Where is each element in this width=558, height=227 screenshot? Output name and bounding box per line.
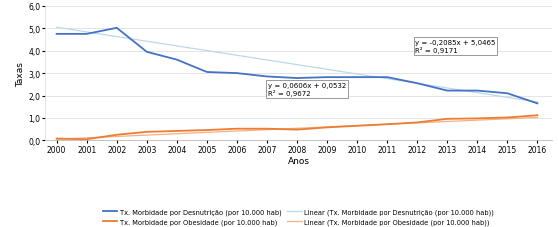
Y-axis label: Taxas: Taxas: [17, 61, 26, 86]
X-axis label: Anos: Anos: [287, 157, 310, 165]
Text: y = -0,2085x + 5,0465
R² = 0,9171: y = -0,2085x + 5,0465 R² = 0,9171: [415, 40, 496, 54]
Text: y = 0,0606x + 0,0532
R² = 0,9672: y = 0,0606x + 0,0532 R² = 0,9672: [268, 83, 347, 97]
Legend: Tx. Morbidade por Desnutrição (por 10.000 hab), Tx. Morbidade por Obesidade (por: Tx. Morbidade por Desnutrição (por 10.00…: [100, 206, 497, 227]
